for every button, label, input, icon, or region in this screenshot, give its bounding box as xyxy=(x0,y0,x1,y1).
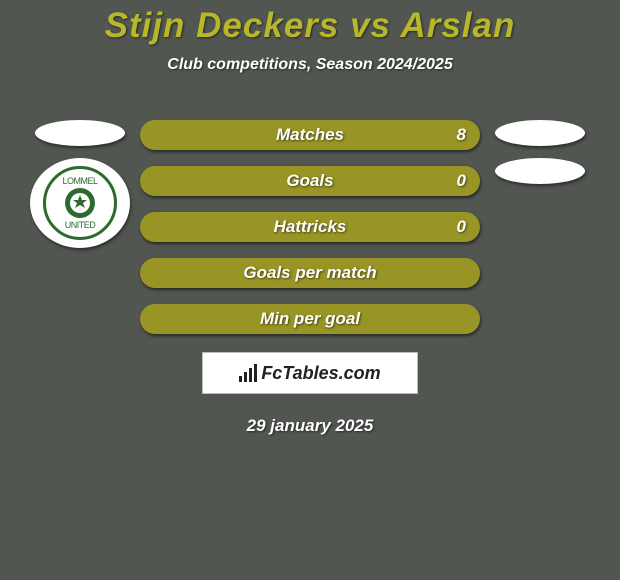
stat-value: 0 xyxy=(457,217,466,237)
club-badge-text-bottom: UNITED xyxy=(65,220,96,230)
player2-club-placeholder xyxy=(495,158,585,184)
right-column xyxy=(490,120,590,184)
stat-bar-matches: Matches 8 xyxy=(140,120,480,150)
brand-box[interactable]: FcTables.com xyxy=(202,352,418,394)
stat-label: Goals per match xyxy=(243,263,376,283)
stats-column: Matches 8 Goals 0 Hattricks 0 Goals per … xyxy=(140,120,480,334)
subtitle: Club competitions, Season 2024/2025 xyxy=(167,56,452,74)
comparison-container: Stijn Deckers vs Arslan Club competition… xyxy=(0,0,620,580)
stat-bar-goals-per-match: Goals per match xyxy=(140,258,480,288)
page-title: Stijn Deckers vs Arslan xyxy=(105,6,516,46)
left-column: LOMMEL UNITED xyxy=(30,120,130,248)
stat-label: Goals xyxy=(286,171,333,191)
stat-bar-min-per-goal: Min per goal xyxy=(140,304,480,334)
club-badge-text-top: LOMMEL xyxy=(62,176,97,186)
player1-club-badge: LOMMEL UNITED xyxy=(30,158,130,248)
stat-label: Matches xyxy=(276,125,344,145)
stat-value: 8 xyxy=(457,125,466,145)
club-crest-icon xyxy=(63,186,97,220)
stat-bar-goals: Goals 0 xyxy=(140,166,480,196)
player1-avatar-placeholder xyxy=(35,120,125,146)
main-row: LOMMEL UNITED Matches 8 Goals 0 xyxy=(0,120,620,334)
player2-avatar-placeholder xyxy=(495,120,585,146)
stat-bar-hattricks: Hattricks 0 xyxy=(140,212,480,242)
club-badge-inner: LOMMEL UNITED xyxy=(43,166,117,240)
stat-value: 0 xyxy=(457,171,466,191)
date-text: 29 january 2025 xyxy=(247,416,374,436)
stat-label: Hattricks xyxy=(274,217,347,237)
stat-label: Min per goal xyxy=(260,309,360,329)
brand-text: FcTables.com xyxy=(261,363,380,384)
bar-chart-icon xyxy=(239,364,257,382)
